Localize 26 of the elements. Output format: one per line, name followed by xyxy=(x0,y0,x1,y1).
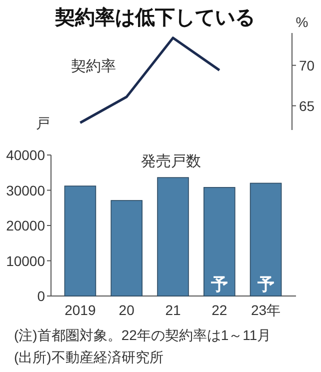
y-tick-label: 0 xyxy=(37,288,46,304)
bar xyxy=(110,200,142,296)
x-tick-label: 2019 xyxy=(64,302,96,318)
data-label: 予 xyxy=(210,275,228,294)
series-label: 契約率 xyxy=(71,58,116,75)
bar xyxy=(204,187,236,296)
bar xyxy=(157,177,189,296)
x-tick-label: 22 xyxy=(212,302,228,318)
y-tick-label: 30000 xyxy=(6,182,46,198)
chart-title: 契約率は低下している xyxy=(54,6,255,29)
y-tick-label: 70 xyxy=(299,57,315,74)
text: (出所)不動産経済研究所 xyxy=(14,349,164,365)
text: (注)首都圏対象。22年の契約率は1～11月 xyxy=(14,327,272,343)
y-tick-label: 10000 xyxy=(6,252,46,269)
bar xyxy=(250,182,282,296)
x-tick-label: 23年 xyxy=(251,302,281,318)
x-tick-label: 21 xyxy=(165,302,181,318)
chart-title: 発売戸数 xyxy=(141,153,201,170)
data-label: 予 xyxy=(256,275,274,294)
y-axis-title: % xyxy=(296,14,308,30)
y-tick-label: 40000 xyxy=(6,147,46,163)
x-tick-label: 20 xyxy=(118,302,135,318)
y-axis-title: 戸 xyxy=(36,115,50,131)
y-tick-label: 65 xyxy=(299,98,315,114)
bar xyxy=(64,186,96,296)
y-tick-label: 20000 xyxy=(6,218,46,234)
